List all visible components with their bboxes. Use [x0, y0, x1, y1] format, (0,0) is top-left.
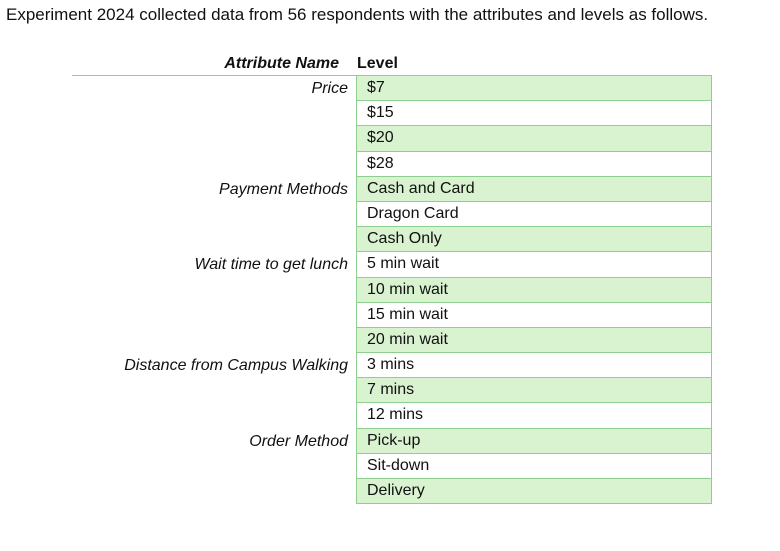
attribute-cell	[72, 303, 356, 328]
level-cell: 5 min wait	[356, 252, 712, 278]
level-cell: 7 mins	[356, 378, 712, 404]
attribute-cell	[72, 101, 356, 126]
table-row: $28	[72, 151, 712, 177]
table-row: $20	[72, 126, 712, 152]
level-cell: $20	[356, 126, 712, 152]
attribute-cell: Order Method	[249, 432, 348, 450]
level-cell: Delivery	[356, 479, 712, 505]
attribute-cell	[72, 479, 356, 504]
header-attribute-name: Attribute Name	[224, 55, 339, 72]
table-row: Wait time to get lunch 5 min wait	[72, 252, 712, 278]
table-row: Dragon Card	[72, 201, 712, 228]
table-row: Payment Methods Cash and Card	[72, 176, 712, 202]
table-row: $15	[72, 101, 712, 127]
attribute-cell	[72, 378, 356, 403]
level-cell: Cash and Card	[356, 176, 712, 202]
level-cell: $7	[356, 76, 712, 102]
attributes-table: Attribute Name Level Price $7 $15 $20 $2…	[72, 52, 712, 505]
table-row: Order Method Pick-up	[72, 428, 712, 454]
level-cell: 10 min wait	[356, 277, 712, 303]
level-cell: 12 mins	[356, 403, 712, 429]
table-row: 20 min wait	[72, 327, 712, 354]
attribute-cell	[72, 152, 356, 177]
table-row: 10 min wait	[72, 277, 712, 303]
table-body: Price $7 $15 $20 $28 Payment Methods Cas…	[72, 76, 712, 505]
table-row: Sit-down	[72, 453, 712, 479]
table-row: Distance from Campus Walking 3 mins	[72, 353, 712, 379]
header-level: Level	[357, 55, 398, 72]
level-cell: Dragon Card	[356, 201, 712, 228]
attribute-cell	[72, 328, 356, 353]
attribute-cell	[72, 126, 356, 151]
attribute-cell: Wait time to get lunch	[194, 256, 348, 274]
attribute-cell	[72, 202, 356, 227]
level-cell: 20 min wait	[356, 327, 712, 354]
table-row: 7 mins	[72, 378, 712, 404]
table-row: Cash Only	[72, 227, 712, 253]
level-cell: Sit-down	[356, 453, 712, 479]
attribute-cell	[72, 454, 356, 479]
level-cell: Pick-up	[356, 428, 712, 454]
level-cell: 3 mins	[356, 353, 712, 379]
level-cell: $28	[356, 151, 712, 177]
table-row: 15 min wait	[72, 302, 712, 328]
table-row: 12 mins	[72, 403, 712, 429]
intro-text: Experiment 2024 collected data from 56 r…	[6, 5, 709, 24]
table-row: Price $7	[72, 76, 712, 102]
attribute-cell	[72, 278, 356, 303]
level-cell: 15 min wait	[356, 302, 712, 328]
attribute-cell: Price	[311, 80, 348, 97]
attribute-cell: Payment Methods	[219, 180, 348, 198]
level-cell: Cash Only	[356, 227, 712, 253]
attribute-cell	[72, 403, 356, 428]
table-row: Delivery	[72, 479, 712, 505]
level-cell: $15	[356, 101, 712, 127]
table-header-row: Attribute Name Level	[72, 52, 712, 76]
attribute-cell: Distance from Campus Walking	[124, 357, 348, 375]
attribute-cell	[72, 227, 356, 252]
